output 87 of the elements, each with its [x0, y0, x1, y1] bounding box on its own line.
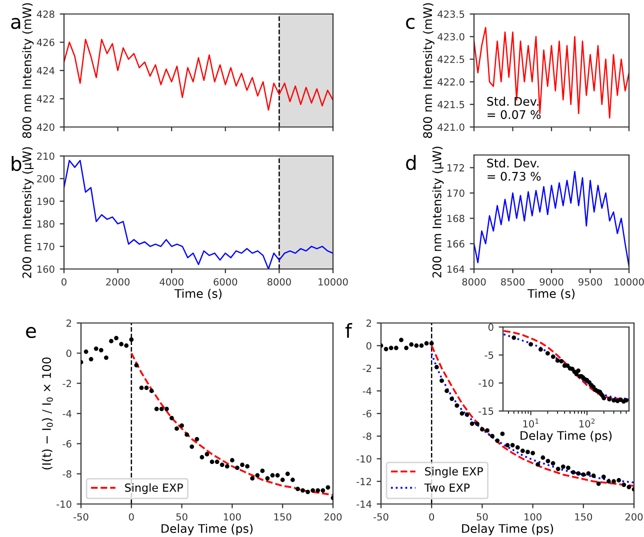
y-tick-label: 424 — [36, 66, 54, 74]
y-tick-label: 0 — [66, 350, 72, 357]
legend-label: Single EXP — [125, 483, 183, 494]
x-tick-label: 10000 — [318, 278, 348, 286]
x-tick-label: 0 — [128, 513, 134, 521]
x-tick-label: -50 — [74, 513, 88, 521]
chart-title: b — [12, 156, 22, 172]
x-tick-label: 10$^{1}$ — [523, 418, 538, 428]
chart-title: e — [26, 326, 36, 338]
x-tick-label: 2000 — [106, 278, 130, 286]
y-tick-label: 210 — [37, 152, 54, 160]
y-tick-label: 172 — [447, 164, 464, 172]
y-tick-label: -15 — [478, 408, 494, 415]
chart-title: f — [345, 323, 352, 338]
x-tick-label: 8500 — [501, 278, 524, 286]
y-axis-title: 800 nm Intensity (mW) — [22, 3, 34, 138]
y-tick-label: 166 — [447, 240, 464, 248]
x-tick-label: 100 — [524, 513, 542, 521]
y-tick-label: 168 — [447, 214, 464, 222]
y-tick-label: -10 — [356, 455, 372, 463]
y-tick-label: 160 — [37, 265, 54, 273]
x-axis-title: Delay Time (ps) — [462, 524, 554, 536]
y-tick-label: 164 — [447, 265, 464, 273]
y-axis-title: 200 nm Intensity (μW) — [22, 147, 34, 278]
x-axis-title: Delay Time (ps) — [520, 430, 612, 442]
x-tick-label: 150 — [274, 513, 292, 521]
y-tick-label: -5 — [484, 352, 494, 359]
y-tick-label: -10 — [478, 379, 494, 387]
y-tick-label: 2 — [366, 319, 371, 327]
x-tick-label: 50 — [176, 513, 188, 521]
y-tick-label: 0 — [366, 342, 372, 350]
y-tick-label: 422 — [36, 95, 54, 102]
x-tick-label: 50 — [476, 513, 488, 521]
y-tick-label: 200 — [37, 175, 54, 182]
y-tick-label: 421.0 — [438, 123, 464, 131]
y-tick-label: 422.0 — [438, 78, 464, 86]
y-tick-label: -4 — [362, 387, 372, 395]
y-tick-label: 190 — [37, 198, 54, 206]
x-tick-label: 8000 — [462, 278, 486, 286]
y-tick-label: -4 — [62, 410, 72, 418]
y-tick-label: -6 — [62, 440, 72, 448]
x-tick-label: 8000 — [267, 278, 291, 286]
x-tick-label: 6000 — [214, 278, 238, 286]
y-tick-label: 0 — [488, 323, 494, 331]
y-axis-title: (I(t) − I$_{0}$) / I$_{0}$ × 100 — [42, 357, 53, 470]
y-tick-label: -8 — [362, 432, 372, 440]
y-tick-label: 426 — [36, 38, 54, 46]
legend-label: Two EXP — [424, 484, 470, 492]
x-tick-label: 4000 — [160, 278, 184, 286]
y-tick-label: -2 — [362, 364, 371, 372]
annotation: Std. Dev. = 0.73 % — [487, 158, 541, 181]
x-tick-label: 200 — [324, 513, 342, 521]
x-tick-label: 0 — [429, 513, 434, 521]
x-tick-label: -50 — [374, 513, 388, 521]
chart-title: d — [406, 155, 416, 170]
chart-title: a — [11, 18, 20, 30]
y-axis-title: 800 nm Intensity (mW) — [422, 3, 434, 138]
y-tick-label: 421.5 — [438, 100, 464, 108]
y-tick-label: 422.5 — [438, 56, 464, 64]
legend-label: Single EXP — [425, 466, 483, 478]
x-tick-label: 200 — [625, 513, 643, 521]
y-axis-title: 200 nm Intensity (μW) — [432, 146, 444, 278]
x-tick-label: 9000 — [540, 278, 564, 286]
y-tick-label: 420 — [36, 123, 54, 131]
chart-title: c — [406, 18, 414, 30]
x-tick-label: 10$^{2}$ — [579, 418, 595, 428]
x-tick-label: 9500 — [578, 278, 602, 286]
y-tick-label: -8 — [62, 470, 72, 478]
y-tick-label: 170 — [37, 242, 54, 250]
y-tick-label: -12 — [356, 478, 371, 486]
y-tick-label: 170 — [447, 189, 464, 197]
annotation: Std. Dev. = 0.07 % — [487, 96, 541, 120]
x-tick-label: 10000 — [614, 278, 644, 286]
x-tick-label: 100 — [224, 513, 241, 521]
y-tick-label: -6 — [362, 410, 372, 418]
y-tick-label: 423.5 — [438, 10, 464, 18]
x-axis-title: Delay Time (ps) — [162, 524, 253, 536]
y-tick-label: 428 — [36, 10, 54, 18]
y-tick-label: 423.0 — [438, 33, 464, 40]
x-tick-label: 150 — [575, 513, 592, 521]
y-tick-label: -14 — [356, 500, 372, 508]
y-tick-label: 2 — [66, 319, 71, 327]
y-tick-label: 180 — [37, 220, 54, 228]
x-axis-title: Time (s) — [527, 288, 574, 300]
x-axis-title: Time (s) — [174, 288, 222, 300]
y-tick-label: -10 — [56, 500, 72, 508]
y-tick-label: -2 — [62, 380, 71, 388]
